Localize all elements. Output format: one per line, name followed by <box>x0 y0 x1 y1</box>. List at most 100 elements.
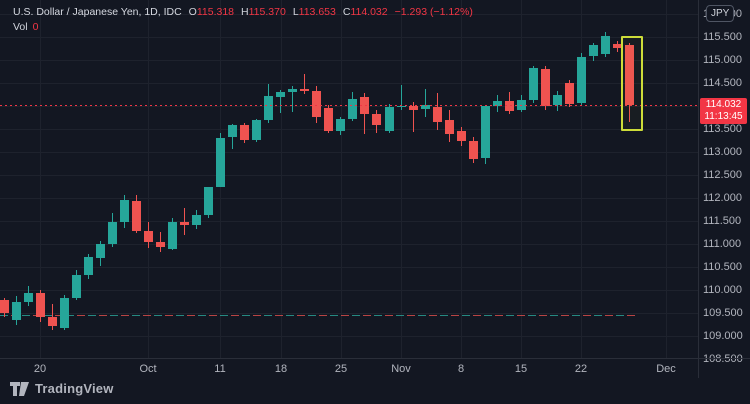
price-axis-label: 113.000 <box>703 146 742 158</box>
horizontal-gridline <box>0 313 698 314</box>
chart-plot-area[interactable] <box>0 0 698 358</box>
candle <box>0 300 9 313</box>
price-axis-label: 114.500 <box>703 77 742 89</box>
candle <box>11 302 21 320</box>
candle-wick <box>304 73 306 94</box>
candle <box>167 222 177 250</box>
candle <box>468 141 478 160</box>
horizontal-gridline <box>0 37 698 38</box>
candle <box>564 83 574 105</box>
volume-value: 0 <box>32 21 39 33</box>
candle <box>276 91 286 97</box>
candle <box>324 108 334 131</box>
current-price-value: 114.032 <box>705 99 742 110</box>
ohlc-values: O115.318 H115.370 L113.653 C114.032 <box>182 6 388 18</box>
horizontal-gridline <box>0 267 698 268</box>
price-axis-label: 108.500 <box>703 353 743 365</box>
candle <box>240 124 250 141</box>
price-axis-label: 111.000 <box>703 238 742 250</box>
time-axis-label: 15 <box>514 363 528 375</box>
candle <box>504 100 514 112</box>
candle <box>480 106 490 159</box>
candle <box>71 274 81 299</box>
brand-name[interactable]: TradingView <box>35 381 114 396</box>
vertical-gridline <box>461 0 462 358</box>
symbol-title[interactable]: U.S. Dollar / Japanese Yen, 1D, IDC <box>13 6 182 18</box>
vertical-gridline <box>40 0 41 358</box>
candle-wick <box>412 102 414 132</box>
vertical-gridline <box>521 0 522 358</box>
price-axis-label: 115.000 <box>703 54 742 66</box>
candle <box>444 119 454 135</box>
ohlc-item: L113.653 <box>292 6 336 18</box>
candle <box>625 45 635 105</box>
price-axis-label: 112.500 <box>703 169 742 181</box>
candle <box>456 130 466 141</box>
time-axis-label: 18 <box>274 363 288 375</box>
time-axis[interactable]: 20 Oct 11 18 25 Nov 8 15 22 Dec <box>0 358 750 378</box>
horizontal-gridline <box>0 14 698 15</box>
vertical-gridline <box>281 0 282 358</box>
highlight-box <box>620 36 643 132</box>
candle <box>432 106 442 123</box>
price-axis-label: 115.500 <box>703 31 742 43</box>
candle <box>204 187 213 216</box>
candle <box>35 292 45 317</box>
candle <box>216 137 225 187</box>
candle <box>420 104 430 110</box>
volume-label: Vol <box>13 21 28 33</box>
candle <box>107 221 117 244</box>
ohlc-item: C114.032 <box>342 6 388 18</box>
candle <box>408 105 418 110</box>
candle <box>589 45 598 57</box>
horizontal-gridline <box>0 198 698 199</box>
price-axis-label: 110.500 <box>703 261 742 273</box>
candle <box>228 124 238 137</box>
candle <box>131 201 141 232</box>
candle <box>155 241 165 248</box>
candle <box>516 99 526 111</box>
time-axis-label: 8 <box>457 363 465 375</box>
candle <box>192 215 201 225</box>
candle <box>288 88 298 92</box>
candle <box>59 298 69 328</box>
candle-wick <box>424 88 426 117</box>
candle <box>348 98 358 120</box>
price-axis-label: 112.000 <box>703 192 742 204</box>
candle <box>300 88 310 92</box>
candle <box>528 68 538 100</box>
candle <box>613 43 622 49</box>
time-axis-label: Nov <box>391 363 411 375</box>
candle <box>119 200 129 222</box>
horizontal-gridline <box>0 60 698 61</box>
candle <box>384 106 394 131</box>
chart-legend: U.S. Dollar / Japanese Yen, 1D, IDC O115.… <box>13 5 473 34</box>
current-price-badge: 114.032 11:13:45 <box>700 98 747 124</box>
horizontal-gridline <box>0 336 698 337</box>
current-price-line <box>0 105 698 106</box>
horizontal-gridline <box>0 290 698 291</box>
candle-wick <box>292 85 294 112</box>
candle <box>264 95 274 120</box>
candle-wick <box>183 207 185 236</box>
indicator-dashed-line <box>0 315 637 316</box>
ohlc-item: H115.370 <box>241 6 286 18</box>
price-change: −1.293 (−1.12%) <box>394 6 473 18</box>
vertical-gridline <box>666 0 667 358</box>
price-axis-label: 113.500 <box>703 123 742 135</box>
candle <box>179 222 189 225</box>
candle <box>47 316 57 327</box>
price-axis[interactable]: 108.500 109.000 109.500 110.000 110.500 111.0… <box>698 0 750 365</box>
countdown-timer: 11:13:45 <box>704 111 743 122</box>
time-axis-label: Dec <box>656 363 676 375</box>
candle <box>312 91 322 118</box>
candle-wick <box>400 84 402 110</box>
vertical-gridline <box>581 0 582 358</box>
tradingview-logo-icon[interactable] <box>10 381 29 396</box>
time-axis-label: 11 <box>214 363 226 375</box>
currency-badge[interactable]: JPY <box>706 5 735 22</box>
horizontal-gridline <box>0 83 698 84</box>
candle <box>95 244 105 258</box>
price-axis-label: 111.500 <box>703 215 742 227</box>
time-axis-label: Oct <box>139 363 157 375</box>
